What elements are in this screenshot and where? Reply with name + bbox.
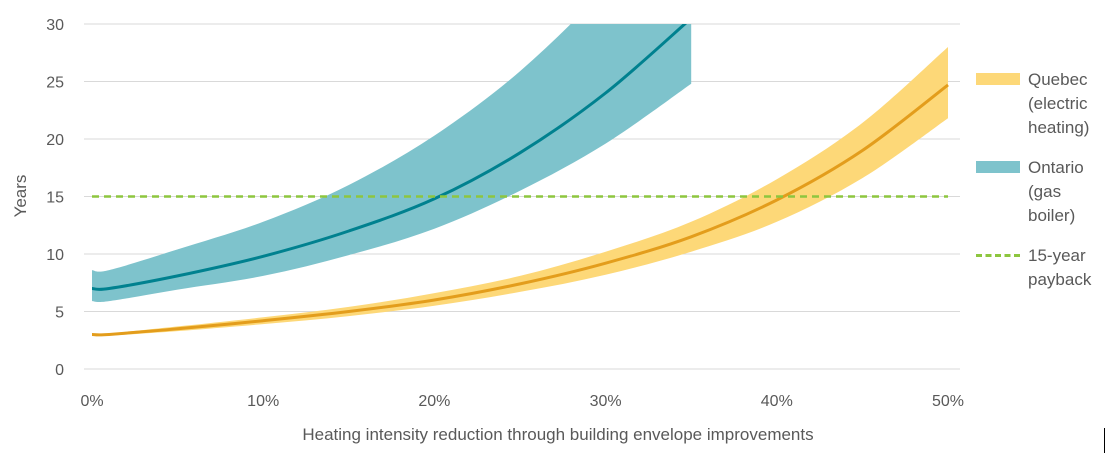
band-quebec [92, 47, 948, 336]
legend-swatch-payback [976, 254, 1020, 257]
text-cursor [1104, 428, 1105, 453]
x-tick-label-50pct: 50% [932, 393, 964, 410]
y-tick-label-0: 0 [55, 362, 64, 379]
legend-item-quebec: Quebec (electric heating) [976, 68, 1106, 140]
y-tick-label-15: 15 [46, 190, 64, 207]
x-tick-label-10pct: 10% [247, 393, 279, 410]
y-axis-ticks: 0 5 10 15 20 25 30 [46, 17, 64, 379]
legend-swatch-ontario [976, 161, 1020, 173]
legend: Quebec (electric heating) Ontario (gas b… [976, 68, 1106, 308]
x-axis-title: Heating intensity reduction through buil… [302, 425, 813, 444]
y-tick-label-20: 20 [46, 132, 64, 149]
x-tick-label-30pct: 30% [590, 393, 622, 410]
legend-label-payback: 15-year payback [1028, 246, 1092, 289]
y-tick-label-25: 25 [46, 75, 64, 92]
y-tick-label-10: 10 [46, 247, 64, 264]
x-tick-label-40pct: 40% [761, 393, 793, 410]
legend-item-ontario: Ontario (gas boiler) [976, 156, 1106, 228]
y-tick-label-5: 5 [55, 305, 64, 322]
line-ontario [91, 24, 688, 291]
legend-item-payback: 15-year payback [976, 244, 1106, 292]
y-tick-label-30: 30 [46, 17, 64, 34]
legend-swatch-quebec [976, 73, 1020, 85]
line-quebec [91, 83, 949, 337]
x-tick-label-20pct: 20% [418, 393, 450, 410]
confidence-bands [92, 24, 948, 336]
legend-label-quebec: Quebec (electric heating) [1028, 70, 1090, 137]
series-lines [91, 24, 949, 337]
legend-label-ontario: Ontario (gas boiler) [1028, 158, 1084, 225]
x-axis-ticks: 0% 10% 20% 30% 40% 50% [80, 393, 964, 410]
y-axis-title: Years [11, 175, 30, 218]
x-tick-label-0pct: 0% [80, 393, 103, 410]
band-ontario [92, 24, 692, 302]
